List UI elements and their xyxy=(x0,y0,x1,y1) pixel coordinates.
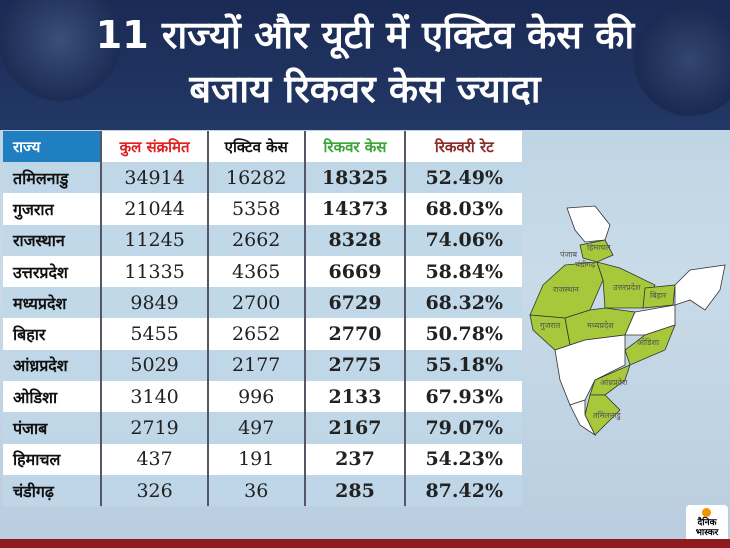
map-label: चंडीगढ़ xyxy=(575,259,596,269)
title-line-2: बजाय रिकवर केस ज्यादा xyxy=(189,67,541,111)
state-name: हिमाचल xyxy=(3,443,103,475)
logo-line-1: दैनिक xyxy=(697,518,717,528)
state-name: तमिलनाडु xyxy=(3,162,103,194)
cell-value: 326 xyxy=(101,474,209,507)
cell-value: 8328 xyxy=(304,224,407,256)
cell-value: 68.03% xyxy=(405,193,522,225)
table-row: हिमाचल 437 191 237 54.23% xyxy=(3,443,522,475)
title-line-1: 11 राज्यों और यूटी में एक्टिव केस की xyxy=(95,13,635,57)
cell-value: 5029 xyxy=(101,349,209,382)
cell-value: 55.18% xyxy=(405,349,522,382)
cell-value: 191 xyxy=(207,443,306,475)
cell-value: 4365 xyxy=(207,255,306,288)
state-name: आंध्रप्रदेश xyxy=(3,349,103,382)
table-row: बिहार 5455 2652 2770 50.78% xyxy=(3,318,522,350)
column-header: रिकवरी रेट xyxy=(405,131,522,162)
cell-value: 2177 xyxy=(207,349,306,382)
cell-value: 11245 xyxy=(101,224,209,256)
cell-value: 2719 xyxy=(101,412,209,444)
state-name: पंजाब xyxy=(3,412,103,444)
cell-value: 2700 xyxy=(207,287,306,319)
state-name: राजस्थान xyxy=(3,224,103,256)
cell-value: 68.32% xyxy=(405,287,522,319)
cell-value: 21044 xyxy=(101,193,209,225)
cell-value: 9849 xyxy=(101,287,209,319)
cell-value: 6669 xyxy=(304,255,407,288)
cell-value: 58.84% xyxy=(405,255,522,288)
cell-value: 18325 xyxy=(304,162,407,194)
cell-value: 5358 xyxy=(207,193,306,225)
header-banner: 11 राज्यों और यूटी में एक्टिव केस की बजा… xyxy=(0,0,730,130)
table-row: तमिलनाडु 34914 16282 18325 52.49% xyxy=(3,162,522,194)
india-map: हिमाचल पंजाबचंडीगढ़ राजस्थान उत्तरप्रदेश बिह… xyxy=(529,205,726,437)
logo-dot-icon xyxy=(702,508,711,517)
cases-table: राज्य कुल संक्रमित एक्टिव केस रिकवर केस रिकव… xyxy=(3,131,522,507)
map-label: ओडिशा xyxy=(637,337,660,347)
map-kerala xyxy=(569,399,597,437)
cell-value: 2133 xyxy=(304,381,407,413)
cell-value: 67.93% xyxy=(405,381,522,413)
state-name: चंडीगढ़ xyxy=(3,474,103,507)
cell-value: 237 xyxy=(304,443,407,475)
cell-value: 497 xyxy=(207,412,306,444)
map-tamil-nadu xyxy=(584,394,621,436)
map-label: उत्तरप्रदेश xyxy=(613,282,641,292)
state-name: ओडिशा xyxy=(3,381,103,413)
cell-value: 285 xyxy=(304,474,407,507)
cell-value: 2775 xyxy=(304,349,407,382)
cell-value: 79.07% xyxy=(405,412,522,444)
state-name: उत्तरप्रदेश xyxy=(3,255,103,288)
column-header: एक्टिव केस xyxy=(207,131,306,162)
map-northeast xyxy=(674,264,726,311)
map-label: मध्यप्रदेश xyxy=(587,320,614,330)
cell-value: 52.49% xyxy=(405,162,522,194)
map-label: गुजरात xyxy=(540,321,561,331)
cell-value: 14373 xyxy=(304,193,407,225)
bottom-bar xyxy=(0,539,730,548)
table-row: आंध्रप्रदेश 5029 2177 2775 55.18% xyxy=(3,349,522,382)
cell-value: 36 xyxy=(207,474,306,507)
cell-value: 5455 xyxy=(101,318,209,350)
cell-value: 34914 xyxy=(101,162,209,194)
table-row: गुजरात 21044 5358 14373 68.03% xyxy=(3,193,522,225)
map-label: हिमाचल xyxy=(587,242,611,252)
cell-value: 2770 xyxy=(304,318,407,350)
map-odisha xyxy=(624,324,676,366)
state-name: बिहार xyxy=(3,318,103,350)
table-row: ओडिशा 3140 996 2133 67.93% xyxy=(3,381,522,413)
map-label: आंध्रप्रदेश xyxy=(600,377,628,387)
map-label: तमिलनाडु xyxy=(593,410,621,421)
table-row: उत्तरप्रदेश 11335 4365 6669 58.84% xyxy=(3,255,522,288)
table-row: राजस्थान 11245 2662 8328 74.06% xyxy=(3,224,522,256)
cell-value: 2652 xyxy=(207,318,306,350)
map-label: राजस्थान xyxy=(553,285,579,294)
table-row: मध्यप्रदेश 9849 2700 6729 68.32% xyxy=(3,287,522,319)
map-punjab-himachal xyxy=(579,239,614,263)
cell-value: 50.78% xyxy=(405,318,522,350)
cell-value: 2662 xyxy=(207,224,306,256)
column-header: रिकवर केस xyxy=(304,131,407,162)
cell-value: 87.42% xyxy=(405,474,522,507)
cell-value: 54.23% xyxy=(405,443,522,475)
cell-value: 437 xyxy=(101,443,209,475)
cell-value: 2167 xyxy=(304,412,407,444)
map-label: पंजाब xyxy=(560,250,578,259)
cell-value: 74.06% xyxy=(405,224,522,256)
column-header: राज्य xyxy=(3,131,103,162)
table-row: पंजाब 2719 497 2167 79.07% xyxy=(3,412,522,444)
state-name: मध्यप्रदेश xyxy=(3,287,103,319)
cell-value: 996 xyxy=(207,381,306,413)
cell-value: 3140 xyxy=(101,381,209,413)
cell-value: 6729 xyxy=(304,287,407,319)
column-header: कुल संक्रमित xyxy=(101,131,209,162)
cell-value: 11335 xyxy=(101,255,209,288)
map-jammu-kashmir xyxy=(566,205,611,243)
map-label: बिहार xyxy=(650,290,667,300)
logo-line-2: भास्कर xyxy=(695,528,719,538)
state-name: गुजरात xyxy=(3,193,103,225)
cell-value: 16282 xyxy=(207,162,306,194)
table-row: चंडीगढ़ 326 36 285 87.42% xyxy=(3,474,522,507)
